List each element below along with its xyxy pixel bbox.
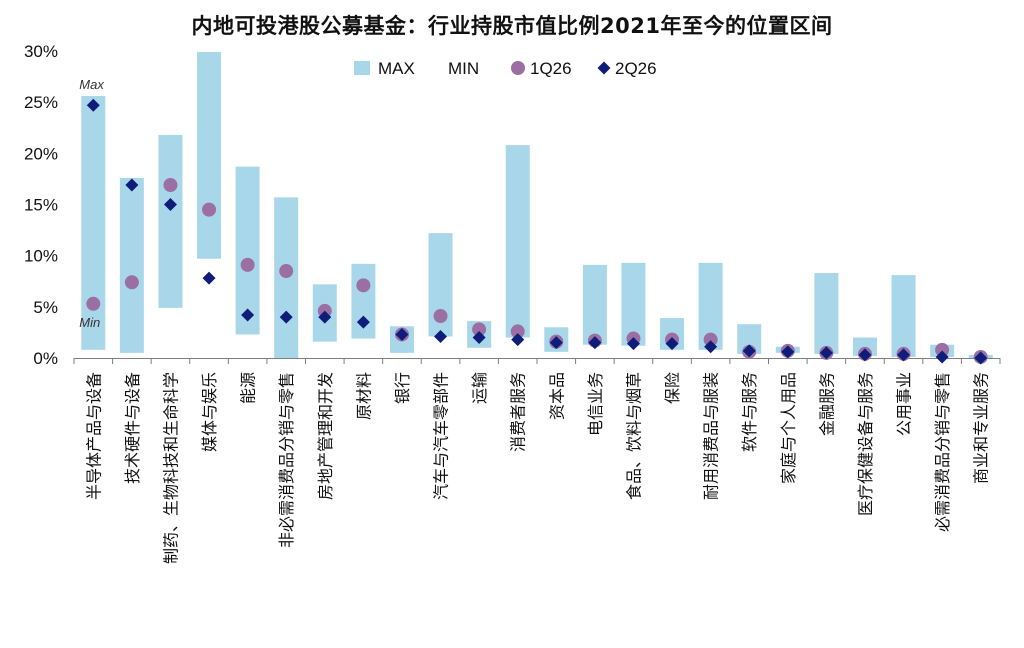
category-label: 食品、饮料与烟草 (624, 372, 643, 500)
legend-label-2q26: 2Q26 (615, 59, 657, 78)
category-label: 消费者服务 (509, 372, 528, 452)
point-2q26 (704, 340, 718, 354)
point-1q26 (472, 322, 487, 337)
max-annotation: Max (79, 77, 104, 92)
range-bar (505, 145, 530, 338)
range-bar (119, 177, 144, 353)
range-bar (158, 134, 183, 308)
point-2q26 (588, 336, 602, 350)
point-2q26 (202, 271, 216, 285)
range-bar (582, 264, 607, 345)
point-2q26 (781, 345, 795, 359)
legend-label-min: MIN (448, 59, 479, 78)
point-2q26 (935, 350, 949, 364)
range-bar (197, 52, 222, 259)
category-label: 非必需消费品分销与零售 (277, 372, 296, 548)
point-1q26 (279, 264, 294, 279)
category-label: 技术硬件与设备 (123, 372, 142, 484)
category-label: 电信业务 (586, 372, 605, 436)
category-label: 房地产管理和开发 (316, 372, 335, 500)
point-2q26 (318, 310, 332, 324)
category-label: 金融服务 (817, 372, 836, 436)
category-label: 原材料 (354, 372, 373, 420)
category-label: 耐用消费品与服装 (702, 372, 721, 500)
point-1q26 (124, 275, 139, 290)
y-tick-label: 15% (24, 196, 58, 215)
point-1q26 (510, 324, 525, 339)
category-label: 能源 (239, 372, 258, 404)
point-1q26 (935, 342, 950, 357)
range-bar (891, 275, 916, 357)
point-1q26 (356, 278, 371, 293)
category-label: 媒体与娱乐 (200, 372, 219, 452)
y-tick-label: 30% (24, 42, 58, 61)
legend-label-max: MAX (378, 59, 415, 78)
point-2q26 (86, 98, 100, 112)
point-1q26 (240, 257, 255, 272)
point-2q26 (125, 178, 139, 192)
chart-title: 内地可投港股公募基金：行业持股市值比例2021年至今的位置区间 (191, 14, 833, 38)
range-bar (81, 96, 106, 350)
point-2q26 (897, 348, 911, 362)
category-label: 商业和专业服务 (972, 372, 991, 484)
point-2q26 (356, 315, 370, 329)
point-1q26 (86, 296, 101, 311)
point-2q26 (665, 337, 679, 351)
point-1q26 (703, 332, 718, 347)
category-label: 银行 (393, 372, 412, 404)
category-label: 汽车与汽车零部件 (432, 372, 451, 500)
y-tick-label: 10% (24, 247, 58, 266)
point-2q26 (472, 331, 486, 345)
point-2q26 (858, 348, 872, 362)
point-2q26 (819, 346, 833, 360)
legend-marker-1q26 (511, 61, 525, 75)
category-label: 资本品 (547, 372, 566, 420)
point-2q26 (395, 327, 409, 341)
legend-marker-2q26 (597, 61, 611, 75)
y-tick-label: 20% (24, 144, 58, 163)
category-label: 制药、生物科技和生命科学 (161, 372, 180, 564)
category-label: 半导体产品与设备 (84, 372, 103, 500)
point-2q26 (974, 351, 988, 365)
point-2q26 (626, 337, 640, 351)
legend-swatch-max (354, 61, 370, 75)
y-tick-label: 0% (33, 349, 58, 368)
min-annotation: Min (79, 315, 100, 330)
y-tick-label: 5% (33, 298, 58, 317)
point-2q26 (241, 308, 255, 322)
legend-label-1q26: 1Q26 (530, 59, 572, 78)
y-tick-label: 25% (24, 93, 58, 112)
point-2q26 (279, 310, 293, 324)
category-label: 家庭与个人用品 (779, 372, 798, 484)
point-2q26 (511, 333, 525, 347)
point-2q26 (742, 344, 756, 358)
category-label: 软件与服务 (740, 372, 759, 452)
point-2q26 (434, 330, 448, 344)
point-2q26 (163, 198, 177, 211)
category-label: 保险 (663, 372, 682, 404)
range-bar (235, 166, 260, 335)
point-1q26 (202, 202, 217, 217)
point-2q26 (549, 336, 563, 350)
category-label: 医疗保健设备与服务 (856, 372, 875, 516)
category-label: 公用事业 (895, 372, 914, 436)
category-label: 运输 (470, 372, 489, 404)
category-label: 必需消费品分销与零售 (933, 372, 952, 532)
point-1q26 (433, 309, 448, 324)
range-bar (814, 273, 839, 354)
point-1q26 (163, 178, 178, 193)
